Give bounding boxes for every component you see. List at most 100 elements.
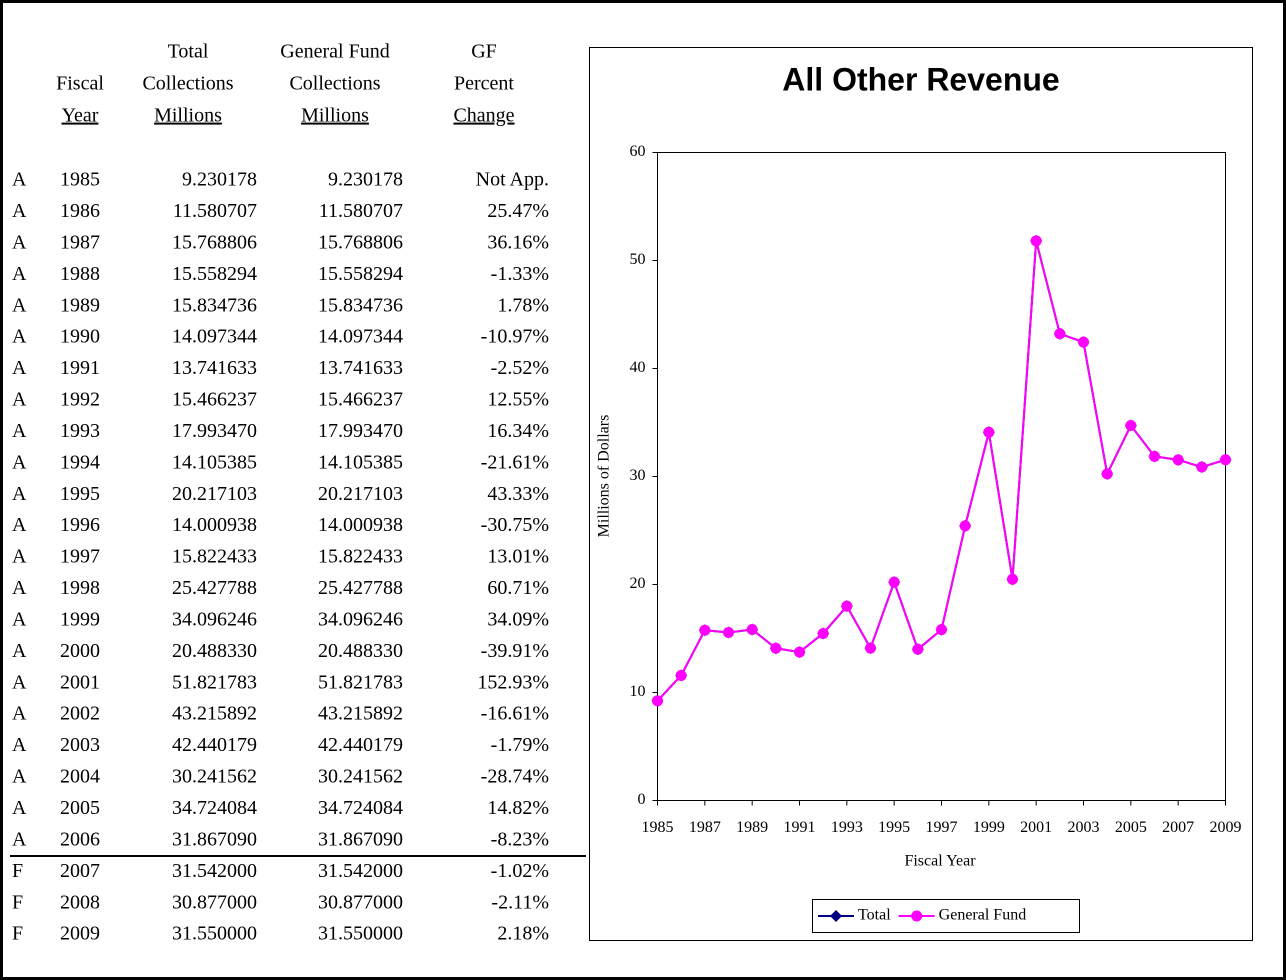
table-cell: 2006 — [60, 828, 100, 850]
table-cell: -10.97% — [481, 326, 549, 348]
data-point — [865, 642, 876, 654]
table-cell: 34.096246 — [318, 608, 403, 630]
table-cell: A — [12, 797, 27, 819]
table-cell: 20.217103 — [318, 483, 403, 505]
table-cell: 2002 — [60, 703, 100, 725]
table-cell: A — [12, 828, 27, 850]
table-cell: 13.741633 — [318, 357, 403, 379]
table-cell: Not App. — [476, 169, 549, 191]
table-cell: -16.61% — [481, 703, 549, 725]
table-cell: 15.558294 — [318, 263, 403, 285]
data-point — [936, 624, 947, 636]
x-tick-label: 2007 — [1162, 819, 1194, 836]
column-header: Millions — [301, 105, 369, 127]
table-cell: 13.01% — [487, 546, 549, 568]
x-axis-label: Fiscal Year — [904, 853, 976, 870]
column-header: General Fund — [280, 41, 389, 63]
y-tick-label: 30 — [630, 467, 646, 484]
table-cell: 25.427788 — [172, 577, 257, 599]
table-cell: A — [12, 326, 27, 348]
y-axis-label: Millions of Dollars — [596, 415, 613, 538]
table-cell: 2000 — [60, 640, 100, 662]
table-cell: 1993 — [60, 420, 100, 442]
table-cell: 2003 — [60, 734, 100, 756]
table-cell: 34.724084 — [172, 797, 257, 819]
table-cell: 30.241562 — [172, 766, 257, 788]
column-header: Collections — [142, 73, 233, 95]
x-tick-label: 1997 — [926, 819, 958, 836]
table-cell: 14.097344 — [318, 326, 403, 348]
table-cell: 20.488330 — [172, 640, 257, 662]
table-cell: 11.580707 — [319, 200, 403, 222]
table-cell: 11.580707 — [173, 200, 257, 222]
table-cell: -21.61% — [481, 451, 549, 473]
table-cell: A — [12, 734, 27, 756]
data-point — [1149, 450, 1160, 462]
table-cell: 43.215892 — [318, 703, 403, 725]
data-point — [1125, 419, 1137, 431]
table-cell: 30.877000 — [172, 891, 257, 913]
table-cell: 25.47% — [487, 200, 549, 222]
table-cell: 17.993470 — [318, 420, 403, 442]
table-cell: 2008 — [60, 891, 100, 913]
table-cell: F — [12, 860, 23, 882]
column-header: Total — [168, 41, 209, 63]
table-cell: 2001 — [60, 671, 100, 693]
data-point — [1030, 235, 1042, 247]
data-point — [1078, 336, 1089, 348]
table-cell: A — [12, 389, 27, 411]
table-cell: 20.488330 — [318, 640, 403, 662]
table-cell: 36.16% — [487, 231, 549, 253]
legend — [812, 899, 1080, 933]
column-header: Millions — [154, 105, 222, 127]
table-cell: 1994 — [60, 451, 100, 473]
table-cell: -1.79% — [491, 734, 549, 756]
table-cell: 25.427788 — [318, 577, 403, 599]
column-header: Collections — [289, 73, 380, 95]
legend-marker — [911, 910, 923, 922]
column-header: Change — [453, 105, 514, 127]
table-cell: 1997 — [60, 546, 100, 568]
table-cell: 15.822433 — [172, 546, 257, 568]
legend-label: General Fund — [939, 907, 1027, 924]
table-cell: 1990 — [60, 326, 100, 348]
x-tick-label: 1995 — [878, 819, 910, 836]
data-point — [841, 600, 853, 612]
data-point — [794, 646, 805, 658]
x-tick-label: 2003 — [1068, 819, 1100, 836]
table-cell: A — [12, 357, 27, 379]
data-point — [723, 626, 734, 638]
table-cell: 1988 — [60, 263, 100, 285]
table-cell: A — [12, 231, 27, 253]
table-cell: 31.550000 — [318, 923, 403, 945]
table-cell: 2009 — [60, 923, 100, 945]
data-point — [699, 624, 711, 636]
table-cell: F — [12, 923, 23, 945]
table-cell: 2007 — [60, 860, 100, 882]
column-header: Fiscal — [56, 73, 104, 95]
table-cell: 9.230178 — [182, 169, 257, 191]
table-cell: A — [12, 263, 27, 285]
table-cell: 1989 — [60, 294, 100, 316]
data-point — [652, 695, 663, 707]
data-point — [1007, 573, 1018, 585]
data-point — [1101, 468, 1113, 480]
table-cell: A — [12, 420, 27, 442]
table-cell: 14.097344 — [172, 326, 257, 348]
table-cell: 12.55% — [487, 389, 549, 411]
table-cell: 152.93% — [477, 671, 549, 693]
table-cell: A — [12, 169, 27, 191]
table-cell: A — [12, 608, 27, 630]
table-cell: -2.11% — [491, 891, 549, 913]
table-cell: 9.230178 — [328, 169, 403, 191]
chart-frame — [589, 47, 1253, 941]
table-cell: 14.105385 — [318, 451, 403, 473]
legend-marker — [830, 910, 842, 922]
data-point — [746, 623, 758, 635]
table-cell: A — [12, 514, 27, 536]
table-cell: A — [12, 577, 27, 599]
x-tick-label: 2001 — [1020, 819, 1052, 836]
table-cell: 2005 — [60, 797, 100, 819]
table-cell: 15.768806 — [318, 231, 403, 253]
table-cell: -8.23% — [491, 828, 549, 850]
